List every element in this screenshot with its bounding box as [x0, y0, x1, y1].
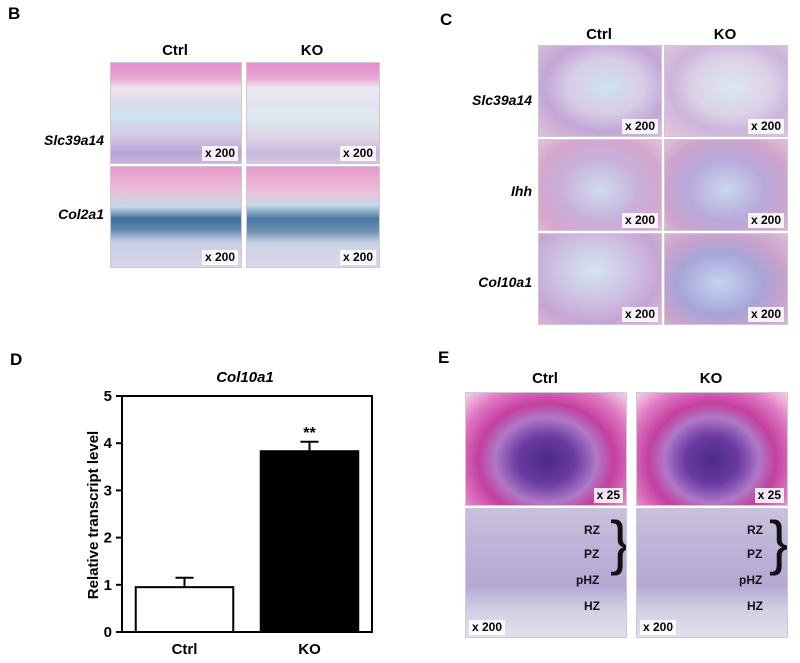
bar	[259, 450, 360, 633]
panel-d-label: D	[10, 350, 23, 369]
magnification-label: x 200	[747, 213, 784, 228]
zone-brace: }	[610, 513, 626, 573]
y-tick-label: 5	[104, 388, 112, 405]
histology-image: x 200	[110, 62, 242, 164]
magnification-label: x 200	[339, 146, 376, 161]
magnification-label: x 200	[339, 250, 376, 265]
histology-image: x 25	[465, 392, 627, 506]
magnification-label: x 200	[640, 620, 677, 635]
magnification-label: x 200	[621, 213, 658, 228]
histology-image: RZ PZ pHZ HZ } x 200	[636, 508, 788, 638]
bar-chart: Col10a1 Relative transcript level 0 1 2 3 4 5…	[85, 369, 373, 658]
panel-b-col-ko: KO	[300, 42, 324, 59]
x-tick-label: KO	[298, 641, 321, 658]
histology-image: x 25	[636, 392, 788, 506]
magnification-label: x 200	[469, 620, 506, 635]
panel-c-row-label: Col10a1	[478, 274, 532, 290]
y-axis-label: Relative transcript level	[85, 431, 102, 599]
panel-e-col-ko: KO	[699, 370, 723, 387]
bar	[134, 586, 235, 634]
panel-b-label: B	[8, 4, 21, 23]
zone-label-phz: pHZ	[739, 573, 763, 587]
panel-b-row-label: Col2a1	[58, 206, 104, 222]
y-tick-label: 2	[104, 530, 112, 547]
magnification-label: x 25	[754, 488, 784, 503]
y-tick-label: 1	[104, 577, 112, 594]
zone-label-pz: PZ	[584, 547, 600, 561]
histology-image: x 200	[664, 45, 788, 137]
zone-label-phz: pHZ	[576, 573, 600, 587]
y-tick-label: 4	[104, 435, 113, 452]
zone-label-hz: HZ	[747, 599, 763, 613]
histology-image: x 200	[246, 62, 380, 164]
y-tick-label: 3	[104, 482, 112, 499]
histology-image: x 200	[538, 139, 662, 231]
chart-title: Col10a1	[216, 369, 274, 386]
histology-image: x 200	[538, 45, 662, 137]
y-tick-label: 0	[104, 624, 112, 641]
panel-c-col-ko: KO	[713, 26, 737, 43]
magnification-label: x 200	[201, 250, 238, 265]
panel-e-col-ctrl: Ctrl	[532, 370, 558, 387]
histology-image: x 200	[110, 166, 242, 268]
panel-c-col-ctrl: Ctrl	[586, 26, 612, 43]
histology-image: x 200	[538, 233, 662, 325]
histology-image: x 200	[664, 233, 788, 325]
panel-b-col-ctrl: Ctrl	[162, 42, 188, 59]
histology-image: x 200	[246, 166, 380, 268]
magnification-label: x 200	[621, 307, 658, 322]
zone-label-hz: HZ	[584, 599, 600, 613]
zone-label-rz: RZ	[747, 523, 763, 537]
panel-c-row-label: Slc39a14	[472, 92, 532, 108]
histology-image: RZ PZ pHZ HZ } x 200	[465, 508, 627, 638]
magnification-label: x 200	[621, 119, 658, 134]
panel-e-label: E	[438, 348, 450, 367]
panel-c-label: C	[440, 10, 453, 29]
zone-label-rz: RZ	[584, 523, 600, 537]
magnification-label: x 200	[747, 307, 784, 322]
panel-c-row-label: Ihh	[511, 183, 532, 199]
zone-label-pz: PZ	[747, 547, 763, 561]
magnification-label: x 200	[747, 119, 784, 134]
magnification-label: x 200	[201, 146, 238, 161]
magnification-label: x 25	[593, 488, 623, 503]
panel-b-row-label: Slc39a14	[44, 132, 104, 148]
plot-frame	[121, 395, 373, 633]
histology-image: x 200	[664, 139, 788, 231]
significance-marker: **	[303, 425, 316, 442]
x-tick-label: Ctrl	[172, 641, 198, 658]
zone-brace: }	[769, 509, 788, 576]
